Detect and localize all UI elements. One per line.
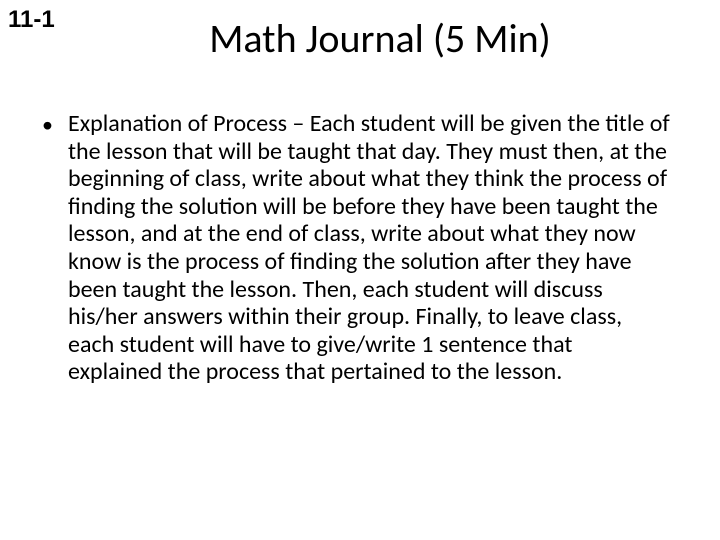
body-text: • Explanation of Process – Each student … xyxy=(42,110,670,386)
bullet-marker-icon: • xyxy=(42,110,68,137)
bullet-text: Explanation of Process – Each student wi… xyxy=(68,110,670,386)
slide: 11-1 Math Journal (5 Min) • Explanation … xyxy=(0,0,720,540)
page-title: Math Journal (5 Min) xyxy=(0,14,720,63)
bullet-item: • Explanation of Process – Each student … xyxy=(42,110,670,386)
